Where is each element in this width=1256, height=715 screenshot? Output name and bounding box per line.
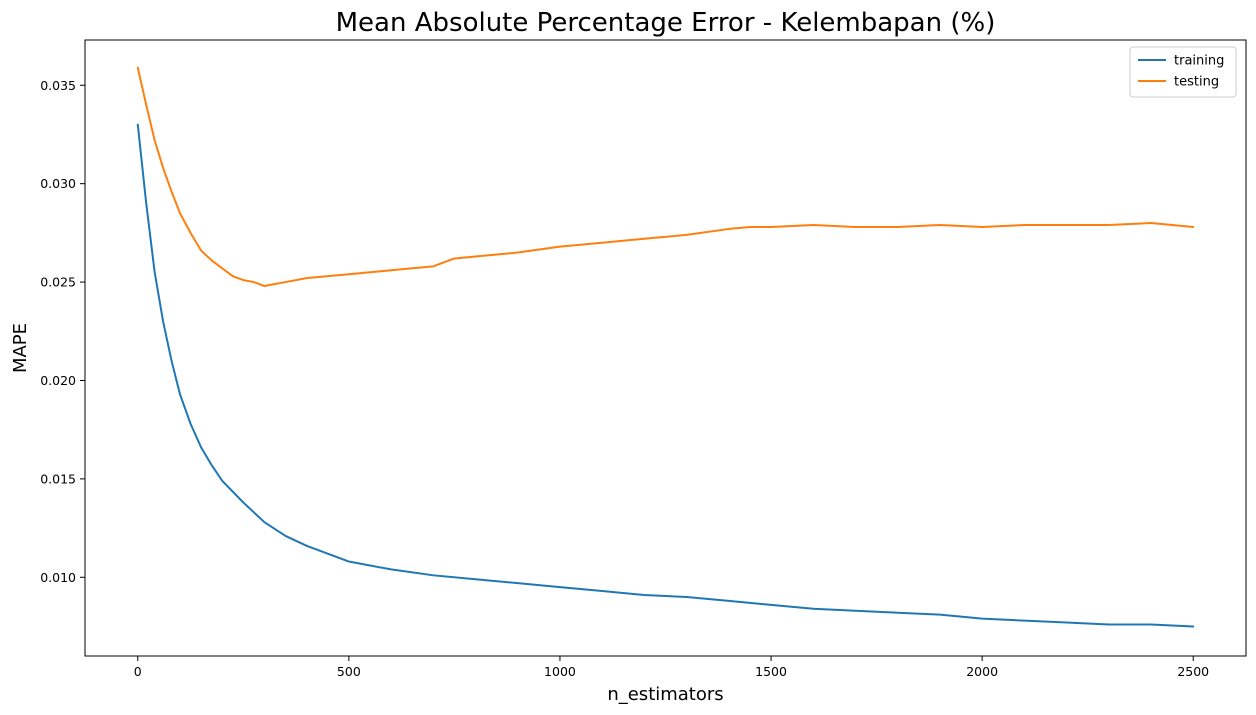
x-tick-label: 1000	[544, 664, 576, 679]
x-tick-label: 2000	[966, 664, 998, 679]
chart-title: Mean Absolute Percentage Error - Kelemba…	[336, 8, 996, 38]
plot-area	[136, 66, 1195, 628]
y-tick-label: 0.035	[40, 78, 76, 93]
x-tick-label: 2500	[1177, 664, 1209, 679]
x-tick-label: 1500	[755, 664, 787, 679]
y-tick-label: 0.015	[40, 471, 76, 486]
y-tick-label: 0.030	[40, 176, 76, 191]
y-tick-label: 0.025	[40, 275, 76, 290]
series-line-training	[136, 123, 1195, 628]
legend-label-training: training	[1174, 54, 1224, 69]
x-tick-label: 0	[134, 664, 142, 679]
y-tick-label: 0.020	[40, 373, 76, 388]
legend: training testing	[1129, 46, 1237, 98]
x-axis-label: n_estimators	[607, 684, 723, 705]
series-line-testing	[136, 66, 1195, 288]
axes-frame	[84, 39, 1247, 657]
legend-label-testing: testing	[1174, 75, 1219, 90]
x-tick-label: 500	[337, 664, 361, 679]
axes: 0 500 1000 1500 2000 2500 0.010 0.015 0.020 0.025…	[40, 39, 1247, 679]
y-tick-label: 0.010	[40, 570, 76, 585]
y-axis-label: MAPE	[10, 323, 31, 373]
